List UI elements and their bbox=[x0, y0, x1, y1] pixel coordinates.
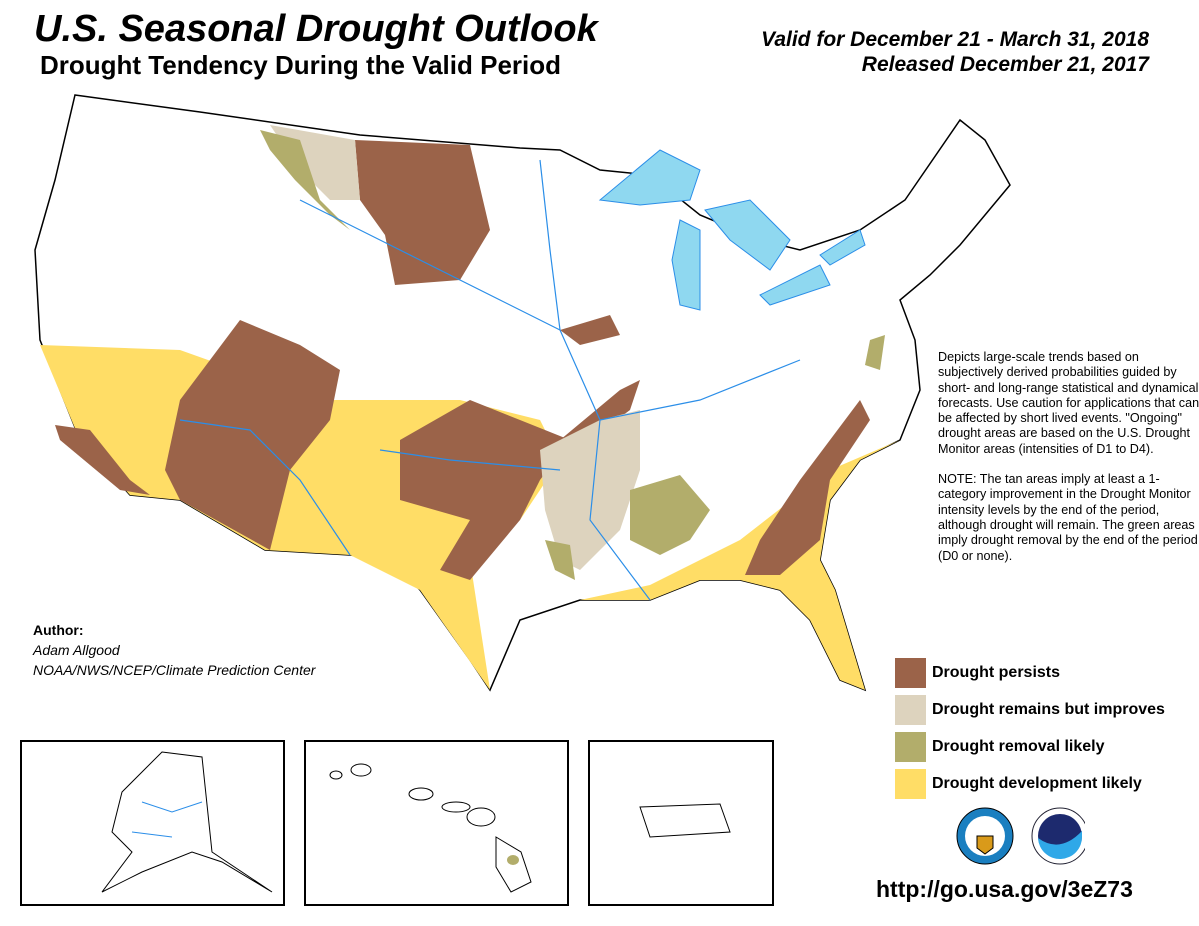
agency-logos bbox=[956, 807, 1085, 865]
valid-period: Valid for December 21 - March 31, 2018 bbox=[761, 28, 1149, 51]
legend-label: Drought development likely bbox=[932, 775, 1142, 792]
description-paragraph: Depicts large-scale trends based on subj… bbox=[938, 350, 1199, 456]
note-paragraph: NOTE: The tan areas imply at least a 1-c… bbox=[938, 472, 1198, 563]
drought-removal-areas bbox=[260, 130, 885, 580]
url-link[interactable]: http://go.usa.gov/3eZ73 bbox=[876, 876, 1133, 902]
great-lakes bbox=[598, 149, 866, 311]
puerto-rico-map bbox=[639, 803, 731, 838]
rivers bbox=[179, 159, 801, 601]
release-date: Released December 21, 2017 bbox=[861, 53, 1149, 76]
legend-item-improves: Drought remains but improves bbox=[895, 695, 1165, 725]
legend-label: Drought remains but improves bbox=[932, 701, 1165, 718]
drought-persists-areas bbox=[55, 140, 870, 580]
page-subtitle: Drought Tendency During the Valid Period bbox=[40, 50, 562, 80]
legend-item-removal: Drought removal likely bbox=[895, 732, 1105, 762]
page-title: U.S. Seasonal Drought Outlook bbox=[34, 8, 598, 50]
legend-swatch bbox=[895, 769, 926, 799]
inset-hawaii bbox=[304, 740, 569, 906]
noaa-logo bbox=[1031, 807, 1085, 865]
author-heading: Author: bbox=[33, 622, 84, 638]
legend-swatch bbox=[895, 732, 926, 762]
commerce-seal-logo bbox=[956, 807, 1014, 865]
author-name: Adam Allgood bbox=[33, 642, 120, 658]
legend-swatch bbox=[895, 658, 926, 688]
inset-alaska bbox=[20, 740, 285, 906]
alaska-map bbox=[101, 751, 273, 893]
description: Depicts large-scale trends based on subj… bbox=[938, 350, 1199, 579]
legend-swatch bbox=[895, 695, 926, 725]
author-block: Author: Adam Allgood NOAA/NWS/NCEP/Clima… bbox=[33, 620, 315, 680]
inset-puerto-rico bbox=[588, 740, 774, 906]
author-org: NOAA/NWS/NCEP/Climate Prediction Center bbox=[33, 662, 316, 678]
legend-label: Drought removal likely bbox=[932, 738, 1105, 755]
legend-item-persists: Drought persists bbox=[895, 658, 1060, 688]
hawaii-map bbox=[329, 763, 532, 893]
legend-label: Drought persists bbox=[932, 664, 1061, 681]
legend-item-development: Drought development likely bbox=[895, 769, 1142, 799]
